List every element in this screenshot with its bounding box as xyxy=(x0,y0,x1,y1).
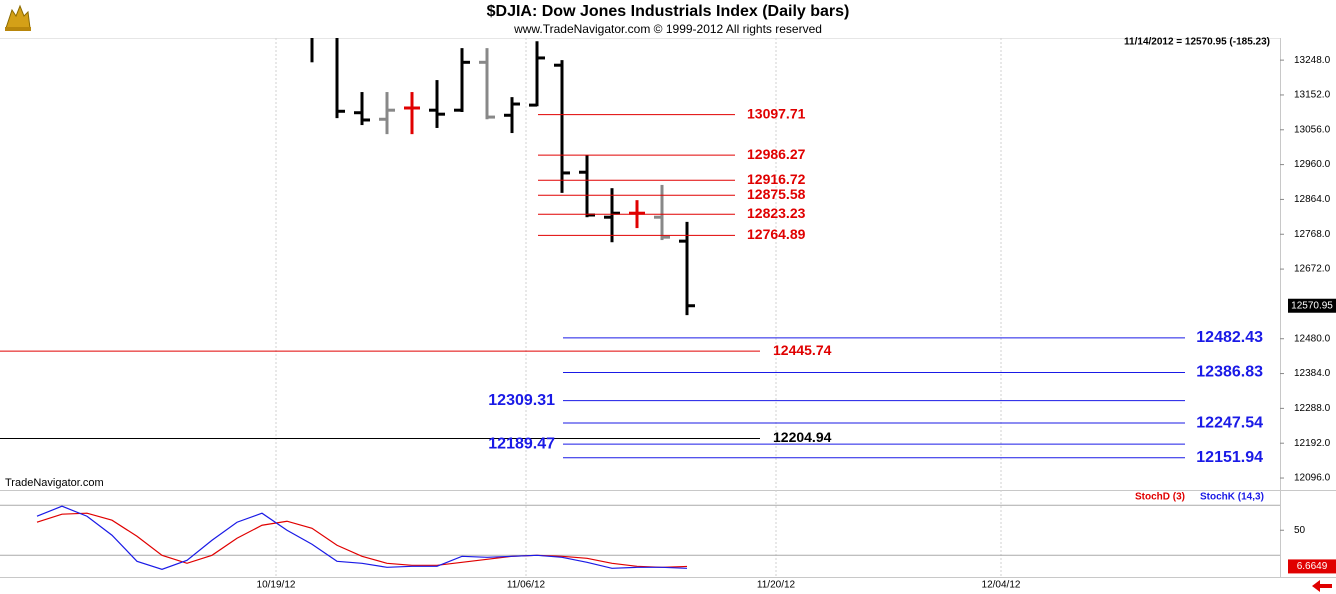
price-panel xyxy=(310,38,695,316)
stoch-line xyxy=(36,505,688,570)
stoch-line xyxy=(36,512,688,568)
level-label: 12309.31 xyxy=(488,392,555,409)
axes: 10/19/12 11/06/12 11/20/12 12/04/12 13248.0 1… xyxy=(0,55,1336,591)
level-label: 12386.83 xyxy=(1196,364,1263,381)
y-tick-label: 13152.0 xyxy=(1294,90,1331,101)
y-tick-label: 12288.0 xyxy=(1294,403,1331,414)
level-label: 12445.74 xyxy=(773,342,832,358)
subtitle: www.TradeNavigator.com © 1999-2012 All r… xyxy=(513,22,822,36)
level-label: 12482.43 xyxy=(1196,329,1263,346)
y-tick-label: 12960.0 xyxy=(1294,159,1331,170)
y-tick-label: 12480.0 xyxy=(1294,333,1331,344)
x-tick-label: 12/04/12 xyxy=(982,580,1021,591)
y-tick-label: 12768.0 xyxy=(1294,229,1331,240)
y-tick-label: 12096.0 xyxy=(1294,473,1331,484)
level-label: 12875.58 xyxy=(747,186,806,202)
y-tick-label: 13056.0 xyxy=(1294,124,1331,135)
title: $DJIA: Dow Jones Industrials Index (Dail… xyxy=(487,3,850,20)
y-tick-label: 12672.0 xyxy=(1294,264,1331,275)
y-tick-label: 50 xyxy=(1294,525,1306,536)
level-label: 12204.94 xyxy=(773,429,832,445)
legend-entry: StochK (14,3) xyxy=(1200,492,1264,503)
level-label: 12823.23 xyxy=(747,205,806,221)
x-tick-label: 10/19/12 xyxy=(257,580,296,591)
x-tick-label: 11/20/12 xyxy=(757,580,796,591)
grid xyxy=(275,38,1002,577)
stoch-panel xyxy=(0,504,1280,570)
y-tick-label: 12384.0 xyxy=(1294,368,1331,379)
last-price-box xyxy=(1288,298,1336,313)
y-tick-label: 12192.0 xyxy=(1294,438,1331,449)
logo xyxy=(5,4,31,31)
level-label: 12916.72 xyxy=(747,171,806,187)
level-label: 12247.54 xyxy=(1196,414,1263,431)
last-value-box xyxy=(1288,559,1336,574)
level-label: 12986.27 xyxy=(747,146,806,162)
level-label: 12764.89 xyxy=(747,226,806,242)
x-tick-label: 11/06/12 xyxy=(507,580,546,591)
watermark: TradeNavigator.com xyxy=(5,477,104,489)
last-value-label: 6.6649 xyxy=(1297,561,1328,572)
scroll-arrow[interactable] xyxy=(1312,580,1332,592)
y-tick-label: 12864.0 xyxy=(1294,194,1331,205)
price-info: 11/14/2012 = 12570.95 (-185.23) xyxy=(1124,37,1270,48)
level-label: 12151.94 xyxy=(1196,449,1263,466)
y-tick-label: 13248.0 xyxy=(1294,55,1331,66)
legend-entry: StochD (3) xyxy=(1135,492,1185,503)
level-label: 12189.47 xyxy=(488,435,555,452)
last-price-label: 12570.95 xyxy=(1291,300,1333,311)
level-label: 13097.71 xyxy=(747,105,806,121)
